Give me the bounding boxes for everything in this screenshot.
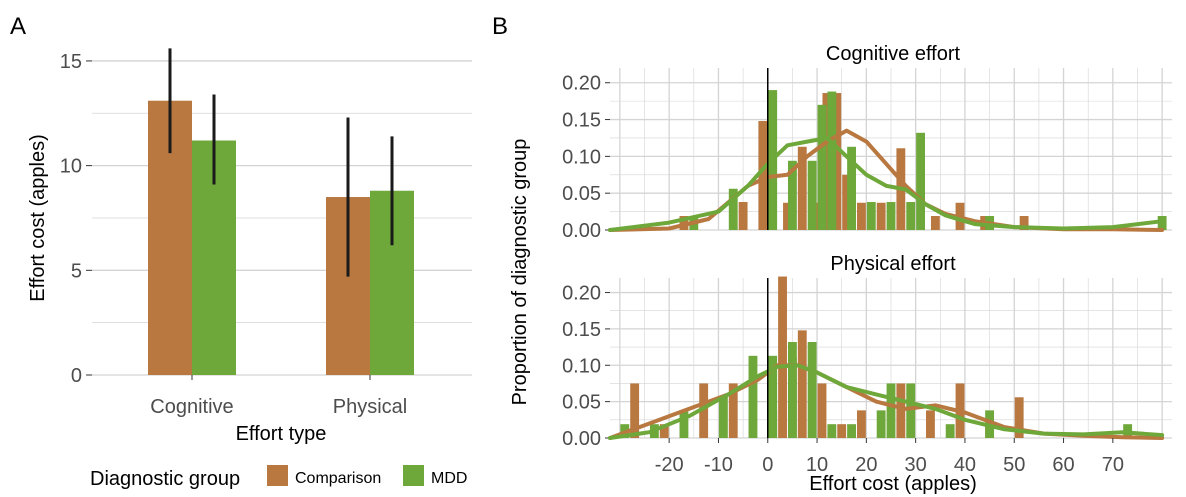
x-tick-label: 60: [1052, 454, 1074, 476]
hist-bar-comparison: [856, 410, 866, 438]
x-tick-label: -10: [704, 454, 733, 476]
hist-bar-mdd: [916, 132, 926, 230]
hist-bar-mdd: [847, 424, 856, 438]
hist-bar-comparison: [876, 202, 886, 230]
y-tick-label: 0.00: [562, 428, 601, 450]
hist-bar-comparison: [812, 202, 822, 230]
legend-title: Diagnostic group: [90, 468, 240, 490]
hist-bar-comparison: [926, 410, 935, 438]
y-tick-label: 0: [71, 365, 82, 387]
hist-bar-comparison: [783, 202, 792, 230]
y-tick-label: 0.10: [562, 355, 601, 377]
panel-a-ylabel: Effort cost (apples): [27, 134, 49, 301]
hist-bar-comparison: [822, 93, 832, 230]
bar-chart-effort-cost: 0 5 10 15 Cognitive Physical: [60, 48, 472, 418]
y-tick-label: 0.15: [562, 319, 601, 341]
panel-b-ylabel: Proportion of diagnostic group: [509, 139, 531, 406]
panel-b1-title: Cognitive effort: [826, 43, 961, 65]
x-tick-label: 30: [905, 454, 927, 476]
y-tick-label: 0.20: [562, 283, 601, 305]
hist-bar-comparison: [1014, 397, 1024, 438]
x-tick-label: Physical: [333, 396, 407, 418]
hist-bar-comparison: [837, 424, 847, 438]
hist-bar-mdd: [679, 410, 689, 438]
x-tick-label: Cognitive: [150, 396, 233, 418]
hist-bar-comparison: [896, 383, 906, 438]
panel-b-xlabel: Effort cost (apples): [809, 473, 976, 495]
x-tick-label: 50: [1003, 454, 1025, 476]
y-tick-label: 10: [60, 156, 82, 178]
x-tick-label: -20: [655, 454, 684, 476]
legend-label-comparison: Comparison: [295, 470, 381, 487]
hist-bar-comparison: [930, 216, 940, 230]
y-tick-label: 0.05: [562, 392, 601, 414]
x-tick-label: 10: [806, 454, 828, 476]
hist-bar-mdd: [728, 188, 738, 230]
hist-bar-comparison: [630, 383, 640, 438]
y-tick-label: 0.00: [562, 220, 601, 242]
y-tick-label: 0.05: [562, 183, 601, 205]
hist-bar-mdd: [768, 355, 778, 438]
hist-bar-comparison: [842, 174, 852, 230]
y-tick-label: 0.15: [562, 110, 601, 132]
legend-swatch-comparison: [267, 465, 288, 486]
y-tick-label: 5: [71, 260, 82, 282]
hist-bar-comparison: [699, 383, 709, 438]
histogram-physical-effort: 0.00 0.05 0.10 0.15 0.20 -20 -10 0 10 20 30 40 50 60 7…: [562, 276, 1172, 476]
x-tick-label: 20: [855, 454, 877, 476]
density-curve-mdd: [608, 136, 1165, 232]
histogram-cognitive-effort: 0.00 0.05 0.10 0.15 0.20: [562, 68, 1172, 242]
panel-b2-title: Physical effort: [830, 253, 956, 275]
y-tick-label: 0.20: [562, 73, 601, 95]
density-curve-mdd: [608, 363, 1165, 440]
hist-bar-comparison: [856, 202, 866, 230]
x-tick-label: 70: [1102, 454, 1124, 476]
hist-bar-mdd: [906, 383, 916, 438]
hist-bar-comparison: [797, 146, 807, 230]
hist-bar-mdd: [876, 410, 886, 438]
hist-bar-comparison: [797, 330, 807, 438]
hist-bar-comparison: [778, 276, 787, 438]
hist-bar-comparison: [817, 383, 827, 438]
x-tick-label: 40: [954, 454, 976, 476]
hist-bar-mdd: [945, 424, 955, 438]
hist-bar-mdd: [817, 104, 827, 230]
panel-a-xlabel: Effort type: [236, 423, 327, 445]
legend-label-mdd: MDD: [431, 470, 467, 487]
hist-bar-comparison: [832, 93, 842, 230]
y-tick-label: 15: [60, 51, 82, 73]
hist-bar-mdd: [718, 396, 728, 438]
hist-bar-mdd: [886, 383, 896, 438]
hist-bar-comparison: [728, 383, 738, 438]
hist-bar-mdd: [807, 342, 817, 438]
density-curve-comparison: [608, 128, 1165, 232]
panel-label-b: B: [492, 13, 508, 40]
y-tick-label: 0.10: [562, 146, 601, 168]
hist-bar-comparison: [738, 202, 748, 230]
hist-bar-mdd: [886, 202, 896, 230]
hist-bar-mdd: [787, 160, 797, 230]
hist-bar-mdd: [847, 146, 856, 230]
x-tick-label: 0: [762, 454, 773, 476]
hist-bar-comparison: [1019, 216, 1029, 230]
hist-bar-mdd: [807, 160, 817, 230]
hist-bar-mdd: [866, 202, 876, 230]
hist-bar-mdd: [827, 91, 837, 231]
hist-bar-mdd: [787, 342, 797, 438]
hist-bar-comparison: [659, 424, 669, 438]
hist-bar-comparison: [758, 121, 768, 230]
legend: Diagnostic group Comparison MDD: [90, 465, 467, 490]
hist-bar-mdd: [748, 355, 758, 438]
hist-bar-mdd: [906, 202, 916, 230]
legend-swatch-mdd: [403, 465, 424, 486]
panel-label-a: A: [10, 13, 26, 40]
hist-bar-mdd: [827, 424, 837, 438]
